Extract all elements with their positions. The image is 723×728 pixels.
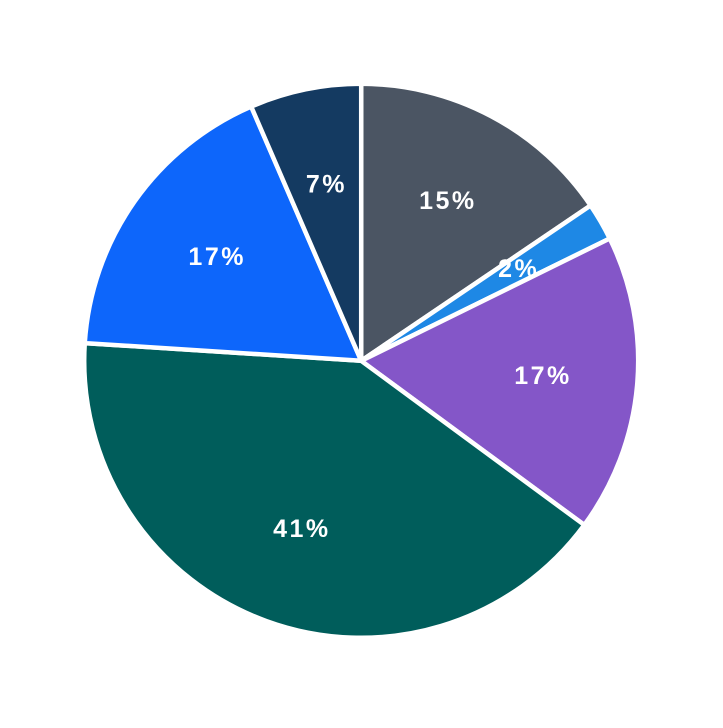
svg-text:17%: 17% — [188, 243, 246, 271]
svg-text:17%: 17% — [514, 362, 572, 390]
svg-text:2%: 2% — [498, 255, 539, 283]
svg-text:7%: 7% — [306, 170, 347, 198]
svg-text:41%: 41% — [273, 515, 331, 543]
svg-text:15%: 15% — [419, 187, 477, 215]
